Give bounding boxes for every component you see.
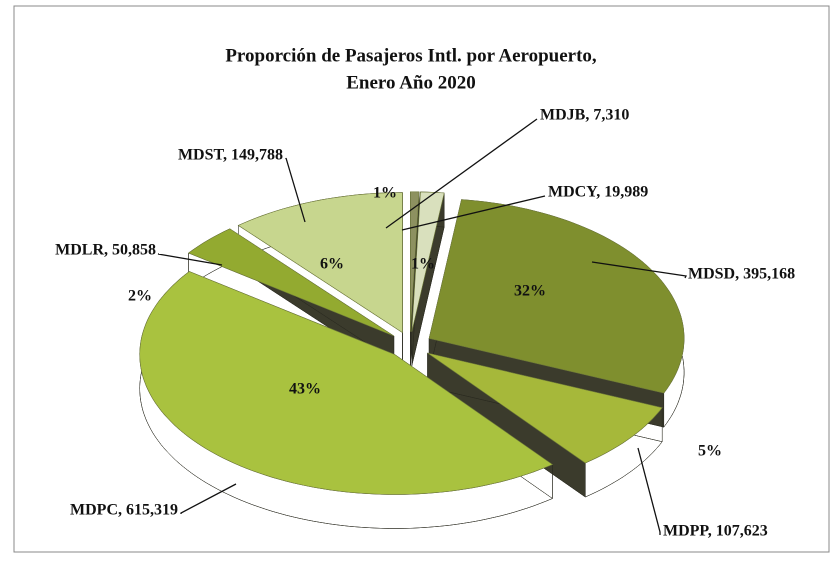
percent-label: 1%: [411, 256, 435, 273]
data-label: MDPC, 615,319: [70, 502, 178, 519]
slice: [187, 228, 395, 337]
leader-line: [157, 253, 223, 266]
labels: MDJB, 7,310 1% MDCY, 19,989 1% MDSD, 395,168…: [55, 107, 795, 540]
leader-line: [591, 261, 687, 279]
percent-label: 32%: [514, 283, 546, 300]
data-label: MDPP, 107,623: [663, 523, 768, 540]
percent-label: 43%: [289, 381, 321, 398]
leader-line: [637, 447, 661, 535]
data-label: MDJB, 7,310: [540, 107, 629, 124]
data-label: MDLR, 50,858: [55, 242, 156, 259]
percent-label: 2%: [128, 288, 152, 305]
leader-line: [401, 195, 546, 231]
slice: [428, 199, 685, 394]
percent-label: 6%: [320, 256, 344, 273]
slice: [237, 192, 403, 334]
leader-line: [180, 483, 237, 514]
chart-subtitle: Enero Año 2020: [346, 72, 476, 93]
slice: [139, 271, 554, 495]
data-label: MDST, 149,788: [178, 147, 283, 164]
slice: [427, 352, 663, 464]
slice-tops: [139, 191, 685, 495]
percent-label: 1%: [373, 185, 397, 202]
leader-line: [285, 157, 306, 223]
data-label: MDCY, 19,989: [548, 184, 648, 201]
percent-label: 5%: [698, 443, 722, 460]
data-label: MDSD, 395,168: [688, 266, 795, 283]
leader-line: [385, 118, 538, 229]
slice: [411, 191, 445, 332]
chart-title: Proporción de Pasajeros Intl. por Aeropu…: [225, 45, 597, 66]
